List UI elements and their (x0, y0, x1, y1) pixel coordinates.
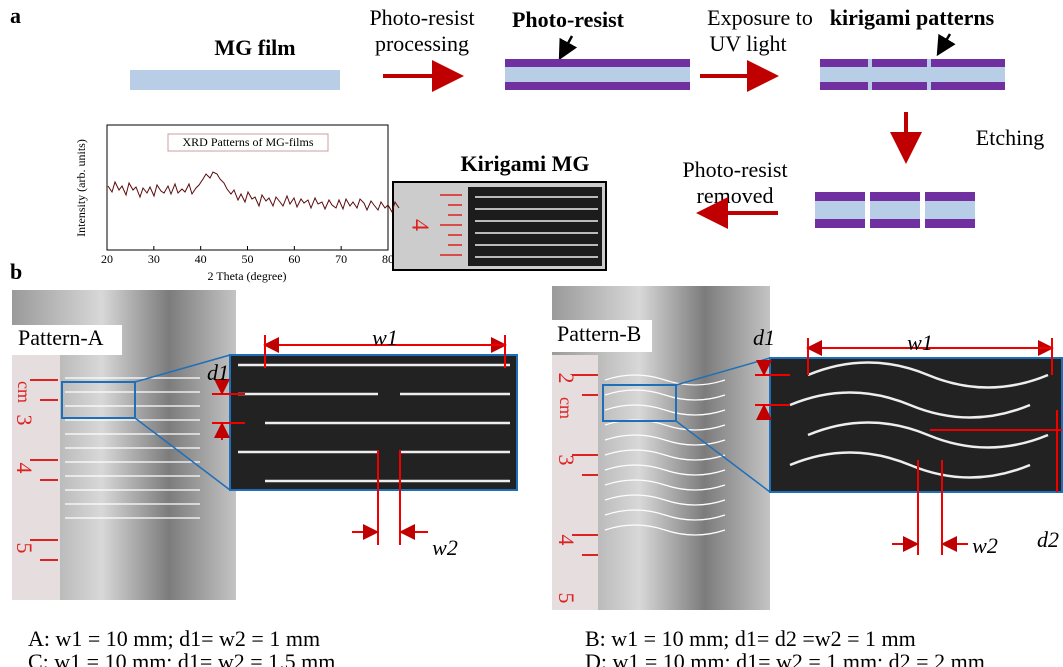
step-label: Photo-resist (369, 5, 474, 30)
kirigami-patterns-label: kirigami patterns (830, 5, 995, 30)
resist-stack (505, 59, 690, 90)
x-tick-label: 30 (148, 252, 160, 266)
x-tick-label: 80 (382, 252, 394, 266)
y-axis-label: Intensity (arb. units) (74, 139, 88, 237)
caption: A: w1 = 10 mm; d1= w2 = 1 mm (28, 626, 320, 651)
dimension-label: d2 (1037, 527, 1059, 552)
ruler-label: cm (14, 381, 34, 403)
x-tick-label: 40 (195, 252, 207, 266)
caption: C: w1 = 10 mm; d1= w2 = 1.5 mm (28, 649, 335, 667)
ruler-number: 4 (12, 463, 37, 474)
ruler-number: 5 (554, 593, 579, 604)
step-label: Etching (976, 125, 1044, 150)
dimension-label: w2 (972, 533, 998, 558)
step-label: Photo-resist (682, 157, 787, 182)
dimension-label: d1 (753, 325, 775, 350)
ruler-number: 3 (12, 415, 37, 426)
pattern-name: Pattern-A (18, 325, 104, 350)
caption: D: w1 = 10 mm; d1= w2 = 1 mm; d2 = 2 mm (585, 649, 985, 667)
x-axis-label: 2 Theta (degree) (207, 269, 286, 283)
xrd-plot: XRD Patterns of MG-films Intensity (arb.… (74, 125, 399, 283)
dimension-label: w2 (432, 535, 458, 560)
panel-label: b (10, 259, 22, 284)
ruler-number: 4 (406, 219, 432, 231)
pointer (560, 36, 572, 58)
dimension-label: d1 (207, 360, 229, 385)
step-label: removed (697, 183, 774, 208)
pointer (938, 34, 950, 54)
x-tick-label: 70 (335, 252, 347, 266)
ruler-label: cm (556, 397, 576, 419)
mg-film (130, 70, 340, 90)
pattern-a-zoom (212, 335, 517, 545)
ruler-number: 3 (554, 455, 579, 466)
figure: a MG film Photo-resist processing Photo-… (0, 0, 1063, 667)
xrd-title: XRD Patterns of MG-films (183, 135, 314, 149)
panel-label: a (10, 3, 21, 28)
step-label: processing (375, 31, 469, 56)
x-tick-label: 20 (101, 252, 113, 266)
dimension-label: w1 (907, 330, 933, 355)
kirigami-mg-label: Kirigami MG (461, 151, 590, 176)
pattern-b-zoom (755, 338, 1062, 555)
photo-resist-label: Photo-resist (512, 7, 625, 32)
dimension-label: w1 (372, 325, 398, 350)
ruler-number: 4 (554, 535, 579, 546)
step-label: UV light (709, 31, 786, 56)
caption: B: w1 = 10 mm; d1= d2 =w2 = 1 mm (585, 626, 916, 651)
ruler-number: 2 (554, 373, 579, 384)
step-label: Exposure to (707, 5, 813, 30)
pattern-name: Pattern-B (557, 321, 641, 346)
ruler-number: 5 (12, 543, 37, 554)
x-tick-label: 60 (288, 252, 300, 266)
mg-film-label: MG film (214, 35, 295, 60)
x-tick-label: 50 (242, 252, 254, 266)
kirigami-stack (820, 59, 1005, 90)
etched-stack (815, 192, 975, 228)
